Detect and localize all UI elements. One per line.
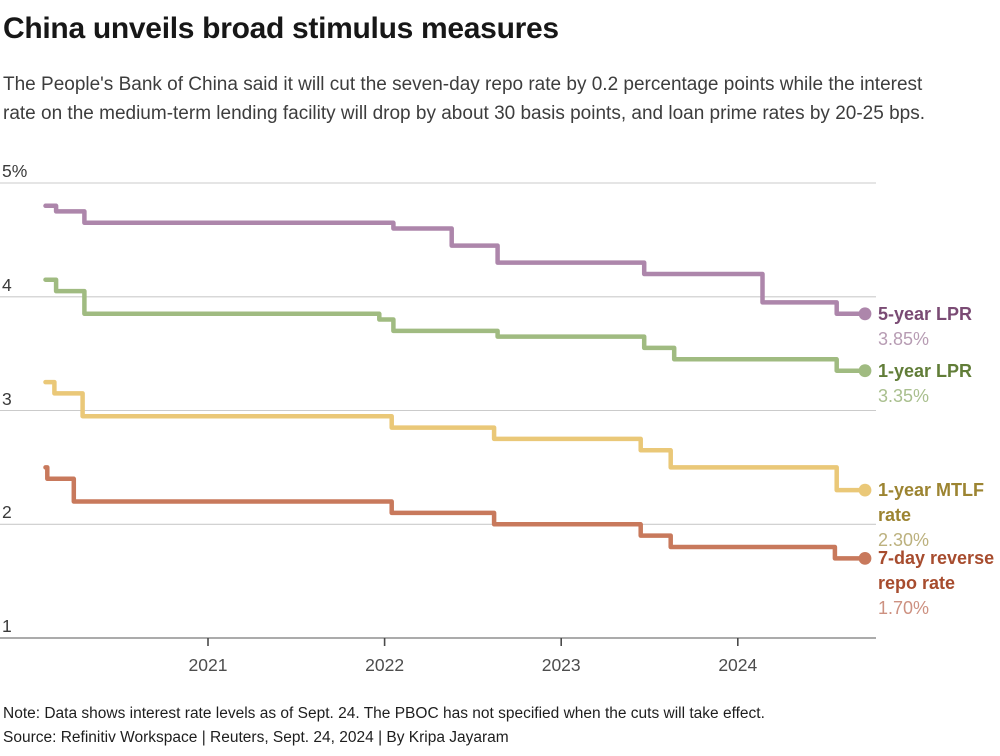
series-line-1-year-mtlf-rate [43,379,868,493]
source-line: Source: Refinitiv Workspace | Reuters, S… [3,729,509,746]
series-end-dot [858,364,872,378]
x-axis-label: 2022 [365,655,405,675]
series-label-1-year-lpr: 1-year LPR 3.35% [878,359,1000,409]
x-axis-label: 2021 [188,655,228,675]
series-end-dot [858,483,872,497]
plot-svg [0,182,876,646]
series-value: 3.35% [878,385,930,406]
series-label-1-year-mtlf-rate: 1-year MTLF rate 2.30% [878,478,1000,553]
y-axis-label: 3 [2,388,12,409]
series-value: 2.30% [878,530,930,551]
series-line-7-day-reverse-repo-rate [43,465,868,561]
y-axis-label: 4 [2,274,12,295]
series-value: 1.70% [878,598,930,619]
footnote: Note: Data shows interest rate levels as… [3,705,765,722]
series-value: 3.85% [878,328,930,349]
series-name: 1-year MTLF rate [878,480,985,526]
series-end-dot [858,552,872,565]
x-axis-label: 2023 [541,655,581,675]
chart-title: China unveils broad stimulus measures [3,12,559,45]
x-axis-label: 2024 [718,655,758,675]
y-axis-label: 5% [2,161,28,181]
chart-area: 5% 4 3 2 1 2021 2022 2023 2024 5-year LPR 3.85% 1-y… [0,161,1000,675]
series-line-5-year-lpr [43,203,868,317]
series-label-7-day-reverse-repo-rate: 7-day reverse repo rate 1.70% [878,546,1000,621]
series-line-1-year-lpr [43,277,868,373]
series-name: 5-year LPR [878,303,973,324]
series-end-dot [858,307,872,321]
y-axis-label: 1 [2,616,12,636]
series-name: 7-day reverse repo rate [878,548,995,594]
y-axis-label: 2 [2,502,12,523]
series-name: 1-year LPR [878,360,973,381]
series-label-5-year-lpr: 5-year LPR 3.85% [878,302,1000,352]
chart-subtitle: The People's Bank of China said it will … [3,74,925,124]
